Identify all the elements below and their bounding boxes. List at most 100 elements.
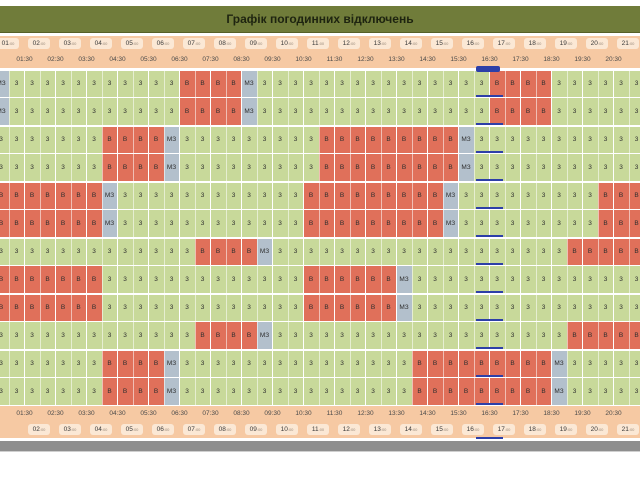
schedule-cell-on: 3 <box>164 70 180 97</box>
schedule-cell-on: 3 <box>334 70 350 97</box>
schedule-cell-off: В <box>319 126 335 153</box>
schedule-cell-off: В <box>520 98 536 125</box>
schedule-cell-off: В <box>350 294 366 321</box>
schedule-cell-off: В <box>9 210 25 237</box>
schedule-cell-on: 3 <box>582 98 598 125</box>
schedule-cell-on: 3 <box>257 182 273 209</box>
half-hour-label: 19:30 <box>569 55 597 65</box>
row-divider <box>0 69 640 71</box>
schedule-cell-on: 3 <box>412 70 428 97</box>
schedule-cell-on: 3 <box>551 182 567 209</box>
schedule-cell-on: 3 <box>179 182 195 209</box>
schedule-cell-on: 3 <box>613 294 629 321</box>
schedule-cell-off: В <box>350 266 366 293</box>
schedule-cell-maybe: МЗ <box>164 126 180 153</box>
schedule-cell-on: 3 <box>164 294 180 321</box>
schedule-cell-off: В <box>412 210 428 237</box>
schedule-cell-on: 3 <box>9 154 25 181</box>
schedule-cell-on: 3 <box>474 98 490 125</box>
schedule-cell-on: 3 <box>86 378 102 405</box>
schedule-cell-off: В <box>334 294 350 321</box>
schedule-cell-off: В <box>613 182 629 209</box>
schedule-cell-on: 3 <box>365 238 381 265</box>
hour-label: 19:00 <box>555 38 577 49</box>
schedule-cell-on: 3 <box>334 238 350 265</box>
hour-label: 12:00 <box>338 424 360 435</box>
half-hour-label: 17:30 <box>507 55 535 65</box>
schedule-cell-on: 3 <box>412 266 428 293</box>
schedule-cell-off: В <box>536 378 552 405</box>
schedule-cell-off: В <box>365 210 381 237</box>
schedule-cell-on: 3 <box>412 98 428 125</box>
schedule-cell-on: 3 <box>71 322 87 349</box>
schedule-cell-on: 3 <box>86 126 102 153</box>
schedule-cell-on: 3 <box>24 98 40 125</box>
schedule-cell-on: 3 <box>381 70 397 97</box>
schedule-cell-off: В <box>567 238 583 265</box>
schedule-cell-on: 3 <box>443 70 459 97</box>
schedule-cell-on: 3 <box>71 154 87 181</box>
schedule-cell-on: 3 <box>9 98 25 125</box>
schedule-cell-on: 3 <box>319 378 335 405</box>
half-hour-label: 15:30 <box>445 409 473 419</box>
schedule-cell-off: В <box>319 210 335 237</box>
schedule-cell-maybe: МЗ <box>551 378 567 405</box>
schedule-cell-on: 3 <box>520 182 536 209</box>
schedule-cell-off: В <box>241 322 257 349</box>
schedule-cell-maybe: МЗ <box>102 182 118 209</box>
schedule-cell-on: 3 <box>288 126 304 153</box>
schedule-row: МЗ33333333333ВВВВМЗ333333333333333ВВВВ33… <box>0 70 640 97</box>
schedule-cell-on: 3 <box>117 322 133 349</box>
half-hour-label: 13:30 <box>383 55 411 65</box>
schedule-cell-off: В <box>55 182 71 209</box>
schedule-cell-off: В <box>133 378 149 405</box>
schedule-cell-maybe: МЗ <box>396 294 412 321</box>
schedule-cell-on: 3 <box>458 238 474 265</box>
hour-label: 04:00 <box>90 424 112 435</box>
hour-label-text: 01 <box>2 40 9 47</box>
schedule-cell-on: 3 <box>350 98 366 125</box>
schedule-cell-on: 3 <box>117 210 133 237</box>
schedule-cell-on: 3 <box>396 98 412 125</box>
schedule-cell-on: 3 <box>613 126 629 153</box>
row-divider <box>0 181 640 183</box>
schedule-cell-on: 3 <box>133 98 149 125</box>
half-hour-label: 11:30 <box>321 409 349 419</box>
hour-label-text: 11 <box>312 426 319 433</box>
schedule-cell-off: В <box>86 294 102 321</box>
schedule-cell-on: 3 <box>582 70 598 97</box>
half-hour-label: 13:30 <box>383 409 411 419</box>
schedule-cell-off: В <box>381 210 397 237</box>
schedule-cell-on: 3 <box>536 210 552 237</box>
schedule-cell-off: В <box>443 126 459 153</box>
schedule-cell-on: 3 <box>164 322 180 349</box>
hour-label-text: 07 <box>188 426 195 433</box>
schedule-cell-off: В <box>303 210 319 237</box>
schedule-cell-on: 3 <box>551 210 567 237</box>
schedule-cell-off: В <box>381 294 397 321</box>
schedule-cell-maybe: МЗ <box>164 378 180 405</box>
schedule-cell-on: 3 <box>24 126 40 153</box>
schedule-cell-off: В <box>40 266 56 293</box>
schedule-cell-on: 3 <box>102 98 118 125</box>
schedule-cell-on: 3 <box>381 350 397 377</box>
schedule-cell-off: В <box>303 294 319 321</box>
schedule-cell-off: В <box>505 378 521 405</box>
schedule-cell-on: 3 <box>272 294 288 321</box>
half-hour-label: 02:30 <box>42 55 70 65</box>
schedule-cell-off: В <box>396 154 412 181</box>
hour-label: 01:00 <box>0 38 19 49</box>
schedule-cell-off: В <box>210 322 226 349</box>
schedule-cell-on: 3 <box>257 98 273 125</box>
schedule-cell-off: В <box>365 182 381 209</box>
schedule-cell-on: 3 <box>86 154 102 181</box>
schedule-cell-on: 3 <box>303 98 319 125</box>
schedule-cell-on: 3 <box>458 210 474 237</box>
hour-label: 08:00 <box>214 38 236 49</box>
schedule-cell-on: 3 <box>536 322 552 349</box>
schedule-cell-off: В <box>71 182 87 209</box>
schedule-cell-off: В <box>412 378 428 405</box>
hour-label: 11:00 <box>307 424 329 435</box>
schedule-cell-on: 3 <box>319 238 335 265</box>
